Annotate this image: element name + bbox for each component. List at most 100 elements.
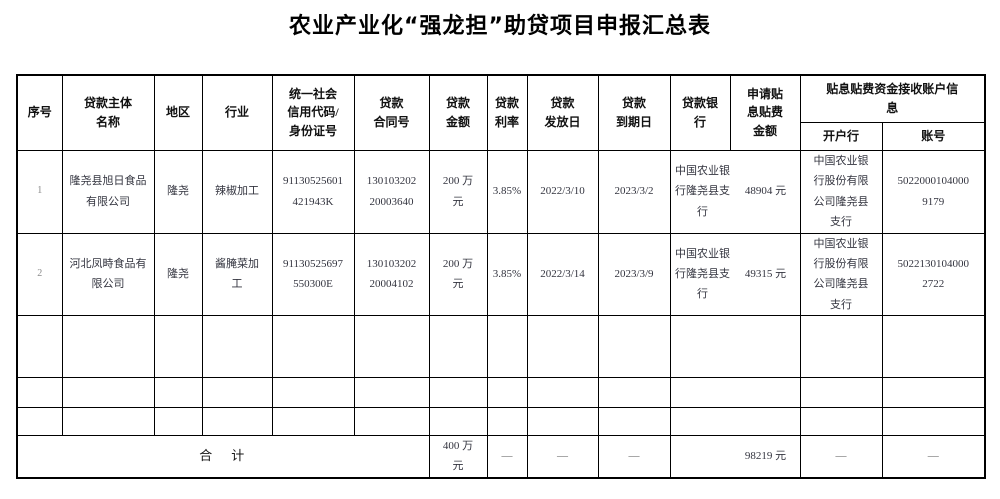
- cell-account-no: 50221301040002722: [881, 232, 986, 316]
- col-header-loan-amount: 贷款 金额: [428, 74, 488, 151]
- empty-cell: [61, 406, 155, 436]
- col-header-industry: 行业: [201, 74, 273, 151]
- empty-cell: [881, 314, 986, 378]
- empty-cell: [271, 314, 355, 378]
- cell-issue-date: 2022/3/10: [526, 149, 599, 234]
- empty-cell: [486, 406, 528, 436]
- empty-cell: [16, 376, 63, 408]
- total-subsidy-amount: 98219 元: [744, 450, 787, 463]
- cell-industry: 辣椒加工: [201, 149, 273, 234]
- total-rate-dash: —: [486, 434, 528, 479]
- empty-cell: [526, 314, 599, 378]
- loan-bank-name: 中国农业银行隆尧县支行: [675, 247, 730, 301]
- empty-cell: [597, 406, 671, 436]
- cell-loan-rate: 3.85%: [486, 232, 528, 316]
- table-row: 2 河北凤畤食品有限公司 隆尧 酱腌菜加工 91130525697550300E…: [16, 232, 986, 316]
- col-header-due-date: 贷款 到期日: [597, 74, 671, 151]
- sub-header-row: 开户行 账号: [17, 121, 986, 151]
- total-label: 合 计: [16, 434, 430, 479]
- cell-borrower-name: 隆尧县旭日食品有限公司: [61, 149, 155, 234]
- empty-cell: [881, 406, 986, 436]
- total-loan-amount: 400 万元: [428, 434, 488, 479]
- col-header-seq: 序号: [16, 74, 63, 151]
- cell-issue-date: 2022/3/14: [526, 232, 599, 316]
- empty-cell: [271, 406, 355, 436]
- empty-cell: [201, 314, 273, 378]
- empty-cell: [201, 376, 273, 408]
- empty-cell: [486, 376, 528, 408]
- empty-cell: [353, 376, 430, 408]
- total-account-no-dash: —: [881, 434, 986, 479]
- total-subsidy-cell: 98219 元: [669, 434, 801, 479]
- col-header-region: 地区: [153, 74, 203, 151]
- col-header-borrower-name: 贷款主体 名称: [61, 74, 155, 151]
- col-header-subsidy-amount: 申请贴 息贴费 金额: [729, 74, 801, 151]
- cell-loan-amount: 200 万元: [428, 149, 488, 234]
- cell-credit-code: 91130525601421943K: [271, 149, 355, 234]
- col-header-loan-bank: 贷款银 行: [669, 74, 731, 151]
- loan-summary-table: 序号 贷款主体 名称 地区 行业 统一社会 信用代码/ 身份证号 贷款 合同号 …: [16, 74, 987, 479]
- col-header-issue-date: 贷款 发放日: [526, 74, 599, 151]
- empty-row: [16, 406, 986, 436]
- empty-cell: [526, 376, 599, 408]
- empty-cell: [16, 406, 63, 436]
- empty-cell: [153, 314, 203, 378]
- cell-seq: 1: [16, 149, 63, 234]
- empty-row: [16, 314, 986, 378]
- empty-cell: [597, 376, 671, 408]
- empty-cell: [428, 314, 488, 378]
- empty-cell: [799, 376, 883, 408]
- empty-cell: [353, 314, 430, 378]
- empty-cell: [799, 406, 883, 436]
- col-header-account-bank: 开户行: [799, 121, 883, 151]
- page-title: 农业产业化“强龙担”助贷项目申报汇总表: [289, 14, 711, 39]
- cell-region: 隆尧: [153, 232, 203, 316]
- cell-bank-and-subsidy: 中国农业银行隆尧县支行 48904 元: [669, 149, 801, 234]
- empty-cell: [271, 376, 355, 408]
- cell-region: 隆尧: [153, 149, 203, 234]
- cell-account-no: 50220001040009179: [881, 149, 986, 234]
- empty-cell: [881, 376, 986, 408]
- col-header-account-no: 账号: [881, 121, 986, 151]
- empty-cell: [669, 406, 801, 436]
- cell-credit-code: 91130525697550300E: [271, 232, 355, 316]
- subsidy-amount: 48904 元: [744, 185, 787, 198]
- cell-loan-amount: 200 万元: [428, 232, 488, 316]
- empty-cell: [16, 314, 63, 378]
- col-header-contract-no: 贷款 合同号: [353, 74, 430, 151]
- cell-due-date: 2023/3/2: [597, 149, 671, 234]
- empty-cell: [153, 406, 203, 436]
- empty-cell: [486, 314, 528, 378]
- empty-cell: [153, 376, 203, 408]
- cell-due-date: 2023/3/9: [597, 232, 671, 316]
- empty-cell: [799, 314, 883, 378]
- cell-contract-no: 13010320220004102: [353, 232, 430, 316]
- empty-cell: [669, 314, 801, 378]
- col-header-receiving-account-info: 贴息贴费资金接收账户信 息: [799, 74, 986, 123]
- empty-cell: [597, 314, 671, 378]
- cell-seq: 2: [16, 232, 63, 316]
- empty-cell: [428, 376, 488, 408]
- total-due-date-dash: —: [597, 434, 671, 479]
- table-row: 1 隆尧县旭日食品有限公司 隆尧 辣椒加工 91130525601421943K…: [16, 149, 986, 234]
- cell-account-bank: 中国农业银行股份有限公司隆尧县支行: [799, 232, 883, 316]
- total-issue-date-dash: —: [526, 434, 599, 479]
- empty-row: [16, 376, 986, 408]
- subsidy-amount: 49315 元: [744, 268, 787, 281]
- total-account-bank-dash: —: [799, 434, 883, 479]
- cell-bank-and-subsidy: 中国农业银行隆尧县支行 49315 元: [669, 232, 801, 316]
- cell-loan-rate: 3.85%: [486, 149, 528, 234]
- empty-cell: [669, 376, 801, 408]
- col-header-credit-code: 统一社会 信用代码/ 身份证号: [271, 74, 355, 151]
- cell-account-bank: 中国农业银行股份有限公司隆尧县支行: [799, 149, 883, 234]
- header-row: 序号 贷款主体 名称 地区 行业 统一社会 信用代码/ 身份证号 贷款 合同号 …: [16, 74, 986, 151]
- loan-bank-name: 中国农业银行隆尧县支行: [675, 164, 730, 218]
- cell-contract-no: 13010320220003640: [353, 149, 430, 234]
- empty-cell: [201, 406, 273, 436]
- empty-cell: [61, 376, 155, 408]
- total-row: 合 计 400 万元 — — — 98219 元 — —: [16, 434, 986, 479]
- empty-cell: [526, 406, 599, 436]
- empty-cell: [61, 314, 155, 378]
- col-header-loan-rate: 贷款 利率: [486, 74, 528, 151]
- cell-industry: 酱腌菜加工: [201, 232, 273, 316]
